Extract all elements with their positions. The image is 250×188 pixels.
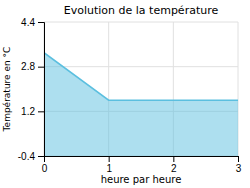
- x-axis-title: heure par heure: [101, 174, 182, 185]
- tick-mark: [38, 111, 44, 112]
- tick-mark: [238, 156, 239, 162]
- tick-mark: [38, 22, 44, 23]
- tick: 2: [171, 156, 177, 174]
- tick-label: 1.2: [21, 106, 35, 117]
- tick: 1: [106, 156, 112, 174]
- x-axis: 0 1 2 3: [42, 156, 242, 174]
- tick: 3: [236, 156, 242, 174]
- tick-label: 1: [106, 163, 112, 174]
- tick-label: 3: [236, 163, 242, 174]
- tick: 1.2: [21, 106, 44, 117]
- grid: [44, 22, 238, 156]
- tick: -0.4: [18, 151, 44, 162]
- tick-label: 4.4: [21, 17, 35, 28]
- y-axis: -0.4 1.2 2.8 4.4: [18, 17, 45, 162]
- tick-label: 0: [42, 163, 48, 174]
- axis-line: [38, 23, 45, 157]
- tick-mark: [38, 156, 44, 157]
- axis-line: [45, 157, 239, 163]
- chart: 0 1 2 3 -0.4 1.2 2.8 4.4 Evolution de la tempéra…: [0, 0, 250, 188]
- tick-mark: [38, 67, 44, 68]
- title: Evolution de la température: [64, 4, 219, 17]
- tick: 2.8: [21, 61, 44, 72]
- plot: 0 1 2 3 -0.4 1.2 2.8 4.4: [18, 17, 242, 174]
- tick: 4.4: [21, 17, 44, 28]
- tick-mark: [109, 156, 110, 162]
- tick-label: 2: [171, 163, 177, 174]
- line: [44, 53, 238, 100]
- grid-line: [44, 22, 238, 23]
- tick-label: -0.4: [18, 151, 36, 162]
- tick-label: 2.8: [21, 61, 35, 72]
- grid-line: [44, 66, 238, 67]
- tick-mark: [173, 156, 174, 162]
- y-axis-title: Température en °C: [2, 47, 12, 133]
- tick: 0: [42, 156, 48, 174]
- marks: [44, 53, 238, 156]
- area: [44, 53, 238, 156]
